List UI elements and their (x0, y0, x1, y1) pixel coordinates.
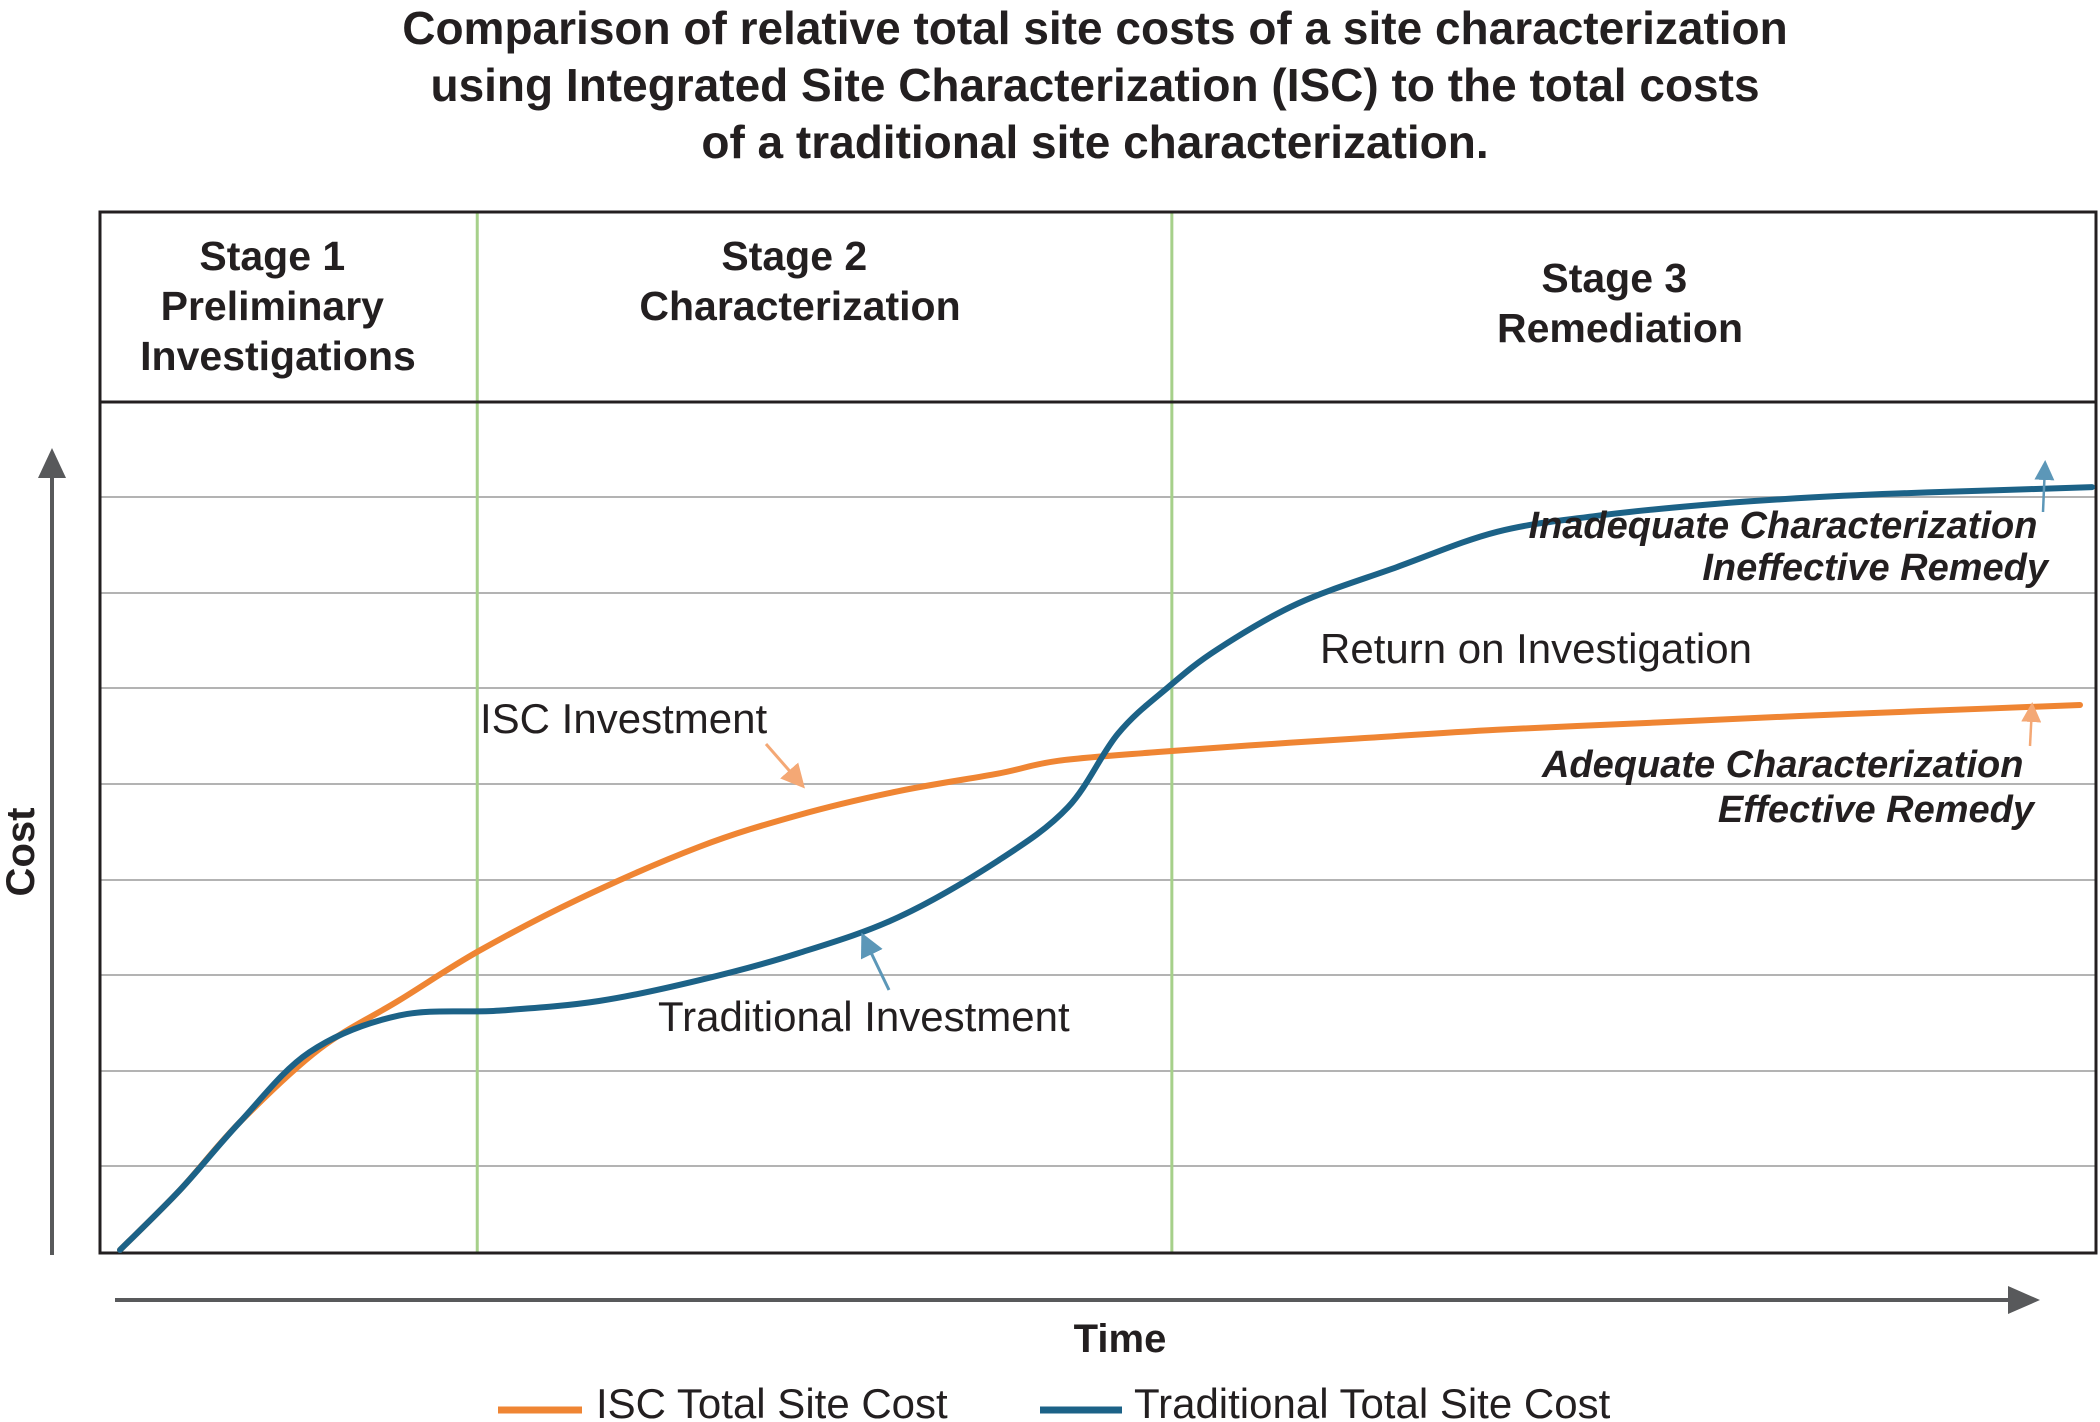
traditional-investment-label: Traditional Investment (658, 993, 1070, 1040)
stage-2-label: Stage 2 Characterization (639, 233, 960, 329)
chart-frame (98, 210, 2098, 1255)
adequate-label: Adequate Characterization Effective Reme… (1541, 744, 2036, 831)
isc-investment-arrow (764, 743, 805, 789)
legend-label-isc: ISC Total Site Cost (596, 1380, 948, 1422)
series-layer (117, 484, 2095, 1253)
title-line-1: Comparison of relative total site costs … (402, 2, 1788, 54)
inadequate-line-2: Ineffective Remedy (1702, 547, 2050, 589)
y-axis-arrowhead (38, 448, 66, 478)
isc-investment-label: ISC Investment (480, 695, 767, 742)
adequate-arrow (2021, 702, 2042, 747)
legend-label-traditional: Traditional Total Site Cost (1134, 1380, 1611, 1422)
stage-3-label: Stage 3 Remediation (1497, 255, 1743, 351)
stage-1-line-1: Stage 1 (199, 233, 345, 279)
inadequate-line-1: Inadequate Characterization (1529, 505, 2038, 547)
x-axis-arrowhead (2008, 1286, 2040, 1314)
title-line-3: of a traditional site characterization. (701, 116, 1489, 168)
return-on-investigation-label: Return on Investigation (1320, 625, 1752, 672)
series-line-traditional (117, 484, 2095, 1253)
y-axis-title: Cost (0, 808, 43, 897)
stage-2-line-1: Stage 2 (721, 233, 867, 279)
inadequate-label: Inadequate Characterization Ineffective … (1529, 505, 2050, 589)
series-line-isc (117, 702, 2083, 1253)
inadequate-arrow (2034, 460, 2055, 513)
stage-1-line-3: Investigations (140, 333, 416, 379)
stage-3-line-1: Stage 3 (1541, 255, 1687, 301)
stage-2-line-2: Characterization (639, 283, 960, 329)
grid-layer (100, 212, 2096, 1253)
stage-1-line-2: Preliminary (161, 283, 385, 329)
adequate-line-2: Effective Remedy (1718, 789, 2036, 831)
x-axis-title: Time (1074, 1317, 1167, 1361)
stage-1-label: Stage 1 Preliminary Investigations (140, 233, 416, 379)
chart-title: Comparison of relative total site costs … (0, 0, 2100, 171)
stage-3-line-2: Remediation (1497, 305, 1743, 351)
adequate-line-1: Adequate Characterization (1541, 744, 2023, 786)
legend: ISC Total Site Cost Traditional Total Si… (498, 1380, 1611, 1422)
traditional-investment-arrow (860, 932, 891, 991)
title-line-2: using Integrated Site Characterization (… (430, 59, 1760, 111)
